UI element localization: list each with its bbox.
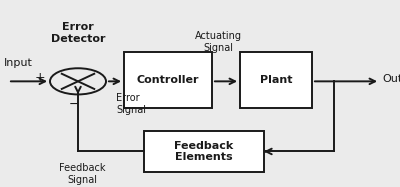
FancyBboxPatch shape xyxy=(240,52,312,108)
Text: +: + xyxy=(35,71,45,84)
Text: Error
Signal: Error Signal xyxy=(116,93,146,115)
Text: Input: Input xyxy=(4,58,33,68)
Text: Actuating
Signal: Actuating Signal xyxy=(194,31,242,53)
FancyBboxPatch shape xyxy=(144,131,264,172)
Text: Output: Output xyxy=(382,74,400,85)
Text: Feedback
Signal: Feedback Signal xyxy=(59,163,105,185)
Text: Plant: Plant xyxy=(260,75,292,85)
Text: Feedback
Elements: Feedback Elements xyxy=(174,141,234,162)
FancyBboxPatch shape xyxy=(124,52,212,108)
Text: Error
Detector: Error Detector xyxy=(51,22,105,44)
Text: −: − xyxy=(68,98,79,111)
Text: Controller: Controller xyxy=(137,75,199,85)
